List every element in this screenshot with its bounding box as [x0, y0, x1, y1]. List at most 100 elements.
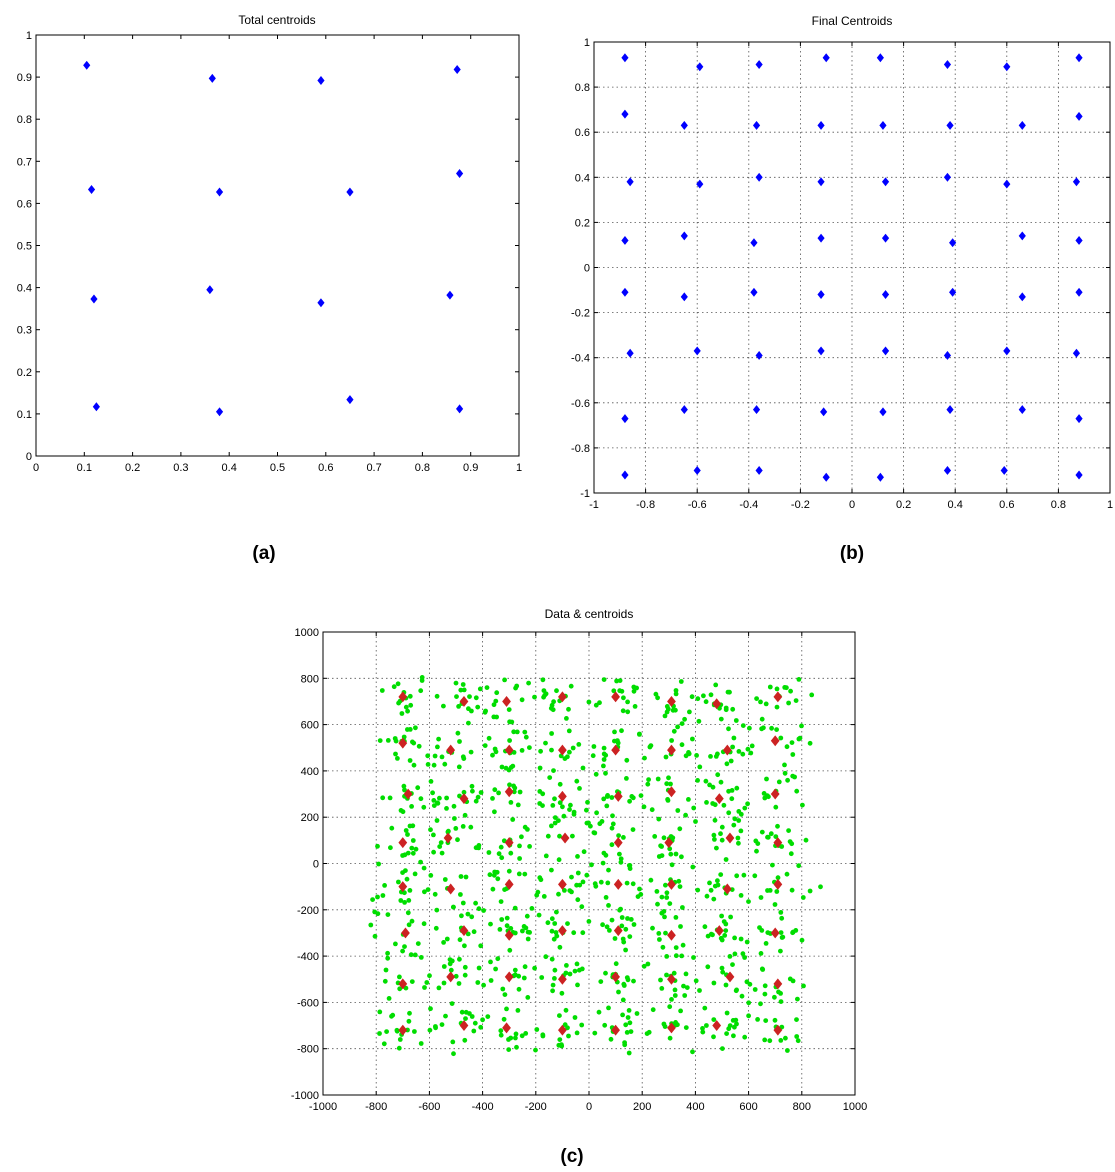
data-point: [407, 1010, 412, 1016]
y-tick-label: 0: [26, 451, 32, 463]
data-point: [506, 1047, 512, 1052]
data-point: [377, 738, 383, 743]
centroid-point: [206, 285, 214, 295]
centroid-point: [876, 472, 884, 482]
data-point: [621, 939, 627, 945]
data-point: [776, 989, 781, 995]
data-point: [517, 856, 522, 861]
data-point: [710, 784, 716, 790]
panel-a-label: (a): [252, 543, 275, 564]
data-point: [431, 762, 437, 768]
data-point: [453, 973, 459, 979]
data-point: [659, 910, 665, 916]
data-point: [683, 971, 689, 977]
data-point: [575, 982, 580, 988]
data-point: [586, 919, 592, 924]
data-point: [376, 861, 381, 867]
data-point: [683, 1025, 689, 1030]
data-point: [492, 787, 498, 793]
data-point: [766, 794, 771, 800]
data-point: [527, 745, 532, 750]
data-point: [630, 881, 636, 887]
data-point: [492, 746, 498, 752]
panel-b-label: (b): [840, 543, 864, 564]
centroid-point: [398, 881, 408, 893]
data-point: [572, 1015, 578, 1020]
x-tick-label: 0.5: [270, 462, 285, 474]
data-point: [733, 1017, 739, 1023]
x-tick-label: 0.9: [463, 462, 478, 474]
data-point: [667, 1004, 673, 1010]
data-point: [461, 756, 467, 761]
data-point: [675, 724, 680, 730]
data-point: [425, 887, 431, 892]
data-point: [412, 871, 418, 877]
data-point: [506, 1037, 511, 1042]
data-point: [456, 764, 462, 770]
data-point: [703, 778, 709, 784]
data-point: [455, 730, 461, 736]
data-point: [428, 873, 434, 878]
data-point: [415, 941, 421, 946]
data-point: [673, 707, 678, 713]
centroid-point: [1072, 348, 1081, 358]
data-point: [473, 900, 478, 906]
data-point: [461, 687, 467, 693]
data-point: [629, 794, 635, 799]
data-point: [549, 916, 555, 922]
data-point: [523, 925, 529, 931]
data-point: [672, 987, 678, 993]
centroid-point: [943, 60, 952, 70]
data-point: [487, 872, 493, 878]
panel-c-label: (c): [560, 1146, 583, 1167]
data-point: [506, 707, 512, 712]
data-point: [524, 913, 530, 919]
data-point: [606, 1005, 611, 1011]
data-point: [734, 873, 740, 879]
centroid-point: [398, 1024, 408, 1036]
data-point: [627, 798, 632, 804]
data-point: [707, 880, 712, 886]
data-point: [527, 844, 532, 849]
x-tick-label: 1: [1107, 499, 1113, 511]
panel-c-data-points: [368, 675, 823, 1057]
data-point: [413, 846, 419, 852]
x-tick-label: 200: [633, 1101, 651, 1113]
data-point: [493, 966, 498, 972]
data-point: [385, 912, 391, 917]
data-point: [557, 944, 563, 950]
data-point: [705, 964, 711, 970]
data-point: [673, 688, 679, 693]
centroid-point: [613, 925, 623, 937]
data-point: [708, 887, 714, 893]
data-point: [601, 850, 607, 856]
data-point: [451, 1051, 456, 1057]
data-point: [570, 833, 575, 839]
data-point: [562, 1022, 568, 1028]
data-point: [671, 728, 677, 734]
y-tick-label: 0.8: [575, 82, 590, 94]
data-point: [788, 851, 794, 857]
data-point: [712, 817, 718, 823]
data-point: [589, 862, 594, 868]
data-point: [445, 829, 451, 835]
data-point: [580, 879, 586, 885]
centroid-point: [456, 169, 464, 178]
data-point: [459, 913, 464, 919]
centroid-point: [773, 691, 783, 703]
data-point: [655, 695, 660, 701]
x-tick-label: -400: [472, 1101, 494, 1113]
data-point: [606, 903, 611, 908]
data-point: [631, 922, 637, 927]
centroid-point: [667, 878, 676, 890]
data-point: [550, 803, 556, 808]
data-point: [605, 880, 611, 886]
data-point: [419, 675, 425, 680]
data-point: [612, 729, 617, 735]
data-point: [738, 893, 744, 898]
data-point: [389, 1013, 394, 1019]
data-point: [616, 833, 621, 838]
centroid-point: [90, 294, 98, 304]
centroid-point: [346, 187, 354, 197]
data-point: [549, 956, 555, 962]
